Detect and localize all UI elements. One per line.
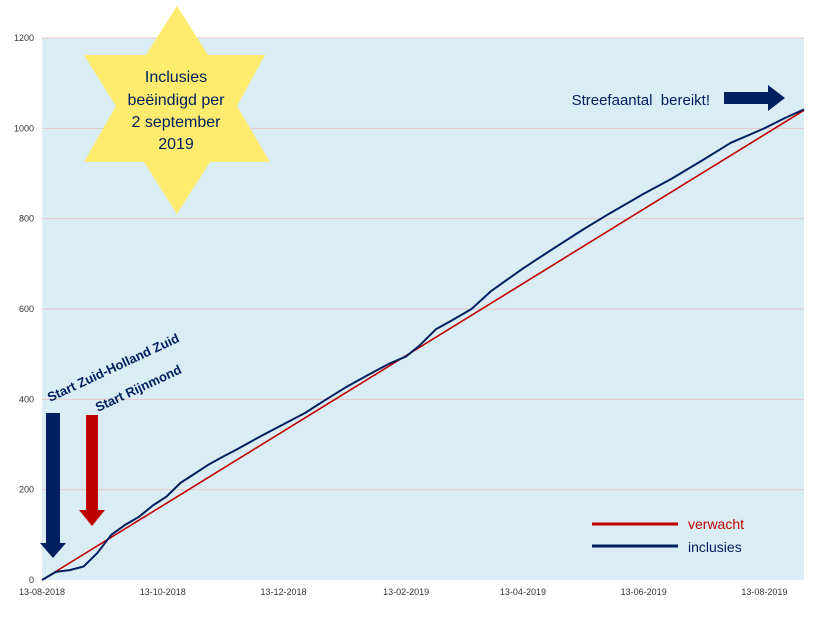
star-text-line-1: Inclusies — [145, 69, 207, 86]
goal-arrow-right-icon — [724, 85, 785, 111]
y-tick-label: 1000 — [14, 123, 34, 133]
y-tick-label: 200 — [19, 485, 34, 495]
y-tick-label: 0 — [29, 575, 34, 585]
y-axis-ticks: 0 200 400 600 800 1000 1200 — [14, 33, 34, 585]
y-tick-label: 1200 — [14, 33, 34, 43]
x-tick-label: 13-02-2019 — [383, 587, 429, 597]
x-tick-label: 13-08-2018 — [19, 587, 65, 597]
star-text-line-4: 2019 — [158, 136, 194, 153]
start-rijnmond-arrow-down-icon — [79, 415, 105, 526]
x-tick-label: 13-06-2019 — [621, 587, 667, 597]
star-burst-icon — [84, 6, 270, 214]
goal-text: Streefaantal bereikt! — [572, 92, 710, 109]
series-line-verwacht — [41, 109, 805, 581]
series-group — [41, 108, 805, 581]
star-text-line-3: 2 september — [132, 114, 222, 131]
x-tick-label: 13-10-2018 — [140, 587, 186, 597]
legend-label-inclusies: inclusies — [688, 539, 742, 555]
x-axis-ticks: 13-08-2018 13-10-2018 13-12-2018 13-02-2019… — [19, 587, 787, 597]
legend-label-verwacht: verwacht — [688, 516, 744, 532]
x-tick-label: 13-04-2019 — [500, 587, 546, 597]
start-zhz-arrow-down-icon — [40, 413, 66, 558]
y-tick-label: 800 — [19, 214, 34, 224]
x-tick-label: 13-12-2018 — [260, 587, 306, 597]
series-line-inclusies — [41, 108, 805, 581]
y-tick-label: 600 — [19, 304, 34, 314]
x-tick-label: 13-08-2019 — [741, 587, 787, 597]
star-text-line-2: beëindigd per — [128, 92, 226, 109]
y-tick-label: 400 — [19, 394, 34, 404]
legend: verwacht inclusies — [592, 516, 744, 555]
gridlines — [42, 37, 804, 491]
